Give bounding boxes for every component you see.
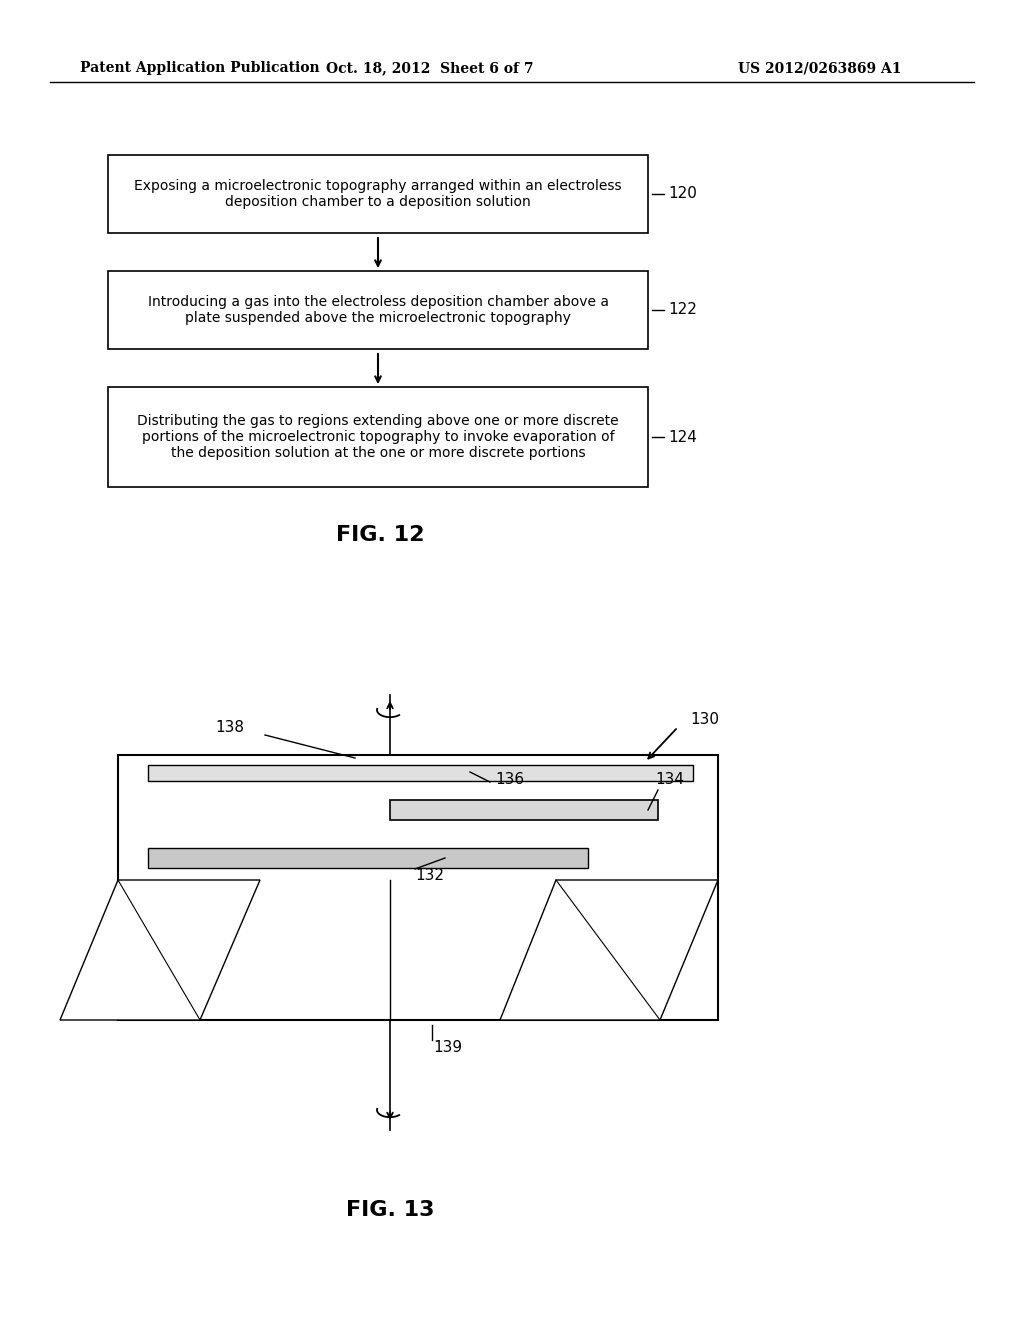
Text: 122: 122 bbox=[668, 302, 697, 318]
Polygon shape bbox=[500, 880, 718, 1020]
Text: FIG. 13: FIG. 13 bbox=[346, 1200, 434, 1220]
Text: 134: 134 bbox=[655, 772, 684, 788]
Text: Oct. 18, 2012  Sheet 6 of 7: Oct. 18, 2012 Sheet 6 of 7 bbox=[327, 61, 534, 75]
Text: Exposing a microelectronic topography arranged within an electroless
deposition : Exposing a microelectronic topography ar… bbox=[134, 180, 622, 209]
Text: FIG. 12: FIG. 12 bbox=[336, 525, 424, 545]
Text: Patent Application Publication: Patent Application Publication bbox=[80, 61, 319, 75]
Text: 136: 136 bbox=[495, 772, 524, 788]
Text: 130: 130 bbox=[690, 713, 719, 727]
Text: 138: 138 bbox=[215, 721, 244, 735]
Bar bbox=[148, 766, 693, 781]
Polygon shape bbox=[60, 880, 260, 1020]
Text: Introducing a gas into the electroless deposition chamber above a
plate suspende: Introducing a gas into the electroless d… bbox=[147, 294, 608, 325]
Bar bbox=[108, 271, 648, 348]
Bar bbox=[148, 847, 588, 869]
Text: 120: 120 bbox=[668, 186, 697, 202]
Bar bbox=[108, 387, 648, 487]
Bar bbox=[118, 755, 718, 1020]
Text: Distributing the gas to regions extending above one or more discrete
portions of: Distributing the gas to regions extendin… bbox=[137, 413, 618, 461]
Bar bbox=[390, 800, 658, 820]
Text: 124: 124 bbox=[668, 429, 697, 445]
Bar bbox=[108, 154, 648, 234]
Text: US 2012/0263869 A1: US 2012/0263869 A1 bbox=[738, 61, 902, 75]
Text: 139: 139 bbox=[433, 1040, 462, 1055]
Text: 132: 132 bbox=[415, 869, 444, 883]
